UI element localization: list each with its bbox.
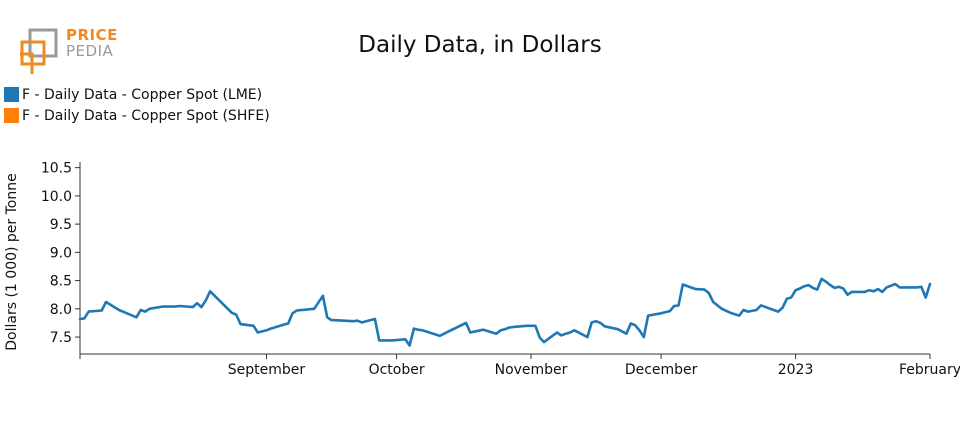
x-tick-label: October [369, 362, 425, 378]
legend-item-shfe[interactable]: F - Daily Data - Copper Spot (SHFE) [4, 105, 270, 126]
y-tick-label: 8.0 [50, 302, 72, 318]
x-tick-label: November [495, 362, 568, 378]
legend-item-lme[interactable]: F - Daily Data - Copper Spot (LME) [4, 84, 270, 105]
y-tick-label: 10.5 [41, 161, 72, 177]
x-tick-label: 2023 [778, 362, 814, 378]
x-tick-label: September [228, 362, 306, 378]
y-tick-label: 8.5 [50, 274, 72, 290]
chart-title: Daily Data, in Dollars [358, 32, 602, 58]
y-axis-title: Dollars (1 000) per Tonne [4, 173, 20, 350]
legend-label-lme: F - Daily Data - Copper Spot (LME) [22, 86, 263, 103]
y-tick-label: 9.5 [50, 217, 72, 233]
pricepedia-logo: PRICE PEDIA [18, 24, 128, 76]
x-tick-label: February [899, 362, 960, 378]
chart-series [78, 277, 932, 347]
logo-text-price: PRICE [66, 26, 118, 44]
y-tick-label: 7.5 [50, 330, 72, 346]
chart-legend: F - Daily Data - Copper Spot (LME) F - D… [4, 84, 270, 126]
logo-text-pedia: PEDIA [66, 42, 114, 60]
y-tick-label: 10.0 [41, 189, 72, 205]
x-tick-label: December [625, 362, 698, 378]
legend-swatch-lme [4, 87, 19, 102]
chart-axes: 7.5 8.0 8.5 9.0 9.5 10.0 10.5 September October N… [41, 161, 960, 378]
series-line-lme [78, 277, 932, 347]
logo-mark-icon [20, 28, 58, 74]
y-tick-label: 9.0 [50, 245, 72, 261]
legend-label-shfe: F - Daily Data - Copper Spot (SHFE) [22, 107, 270, 124]
legend-swatch-shfe [4, 108, 19, 123]
